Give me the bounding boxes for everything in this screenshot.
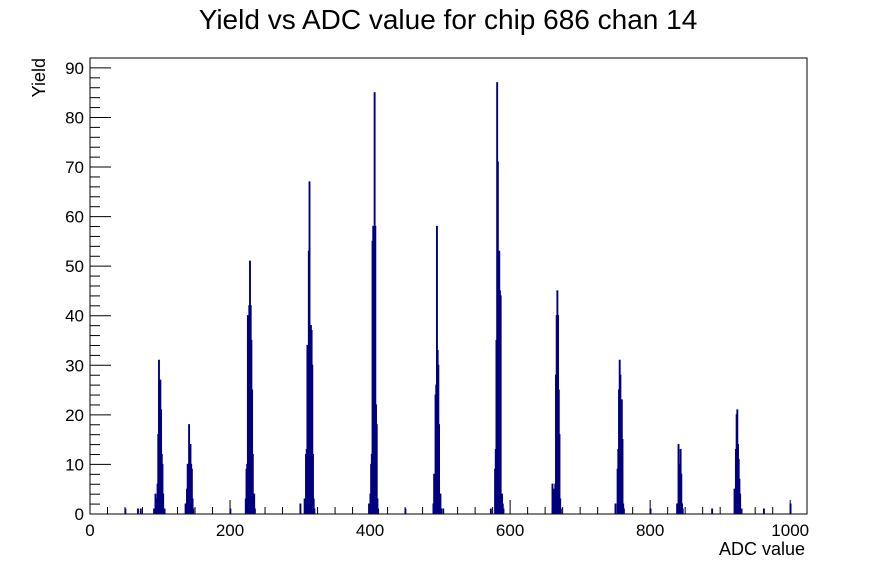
- histogram-bin: [229, 508, 232, 514]
- histogram: [124, 82, 792, 514]
- histogram-bin: [163, 508, 166, 514]
- histogram-bin: [303, 498, 306, 514]
- histogram-bin: [649, 508, 652, 514]
- histogram-bin: [762, 508, 765, 514]
- histogram-bin: [139, 508, 142, 514]
- y-tick-label: 10: [65, 455, 84, 474]
- histogram-bin: [190, 468, 193, 514]
- histogram-bin: [184, 503, 187, 514]
- histogram-bin: [375, 424, 378, 514]
- histogram-bin: [552, 488, 555, 514]
- x-tick-label: 400: [356, 521, 384, 540]
- y-tick-label: 50: [65, 257, 84, 276]
- histogram-bin: [551, 483, 554, 514]
- histogram-bin: [192, 508, 195, 514]
- histogram-bin: [438, 424, 440, 514]
- histogram-bin: [440, 508, 443, 514]
- histogram-bin: [499, 295, 502, 514]
- histogram-bin: [489, 508, 492, 514]
- y-tick-label: 40: [65, 307, 84, 326]
- histogram-bin: [137, 508, 139, 514]
- histogram-bin: [253, 508, 256, 514]
- histogram-bin: [404, 508, 407, 514]
- chart-title: Yield vs ADC value for chip 686 chan 14: [199, 4, 698, 35]
- y-tick-label: 20: [65, 406, 84, 425]
- histogram-bin: [374, 225, 377, 514]
- histogram-bin: [124, 508, 127, 514]
- histogram-bin: [312, 498, 315, 514]
- x-tick-label: 1000: [771, 521, 809, 540]
- histogram-bin: [789, 503, 792, 514]
- y-tick-label: 90: [65, 59, 84, 78]
- y-axis-label: Yield: [29, 58, 49, 97]
- x-axis-label: ADC value: [719, 539, 805, 559]
- histogram-bin: [154, 493, 157, 514]
- y-tick-label: 30: [65, 356, 84, 375]
- histogram-bin: [680, 473, 683, 514]
- axis-ticks: 0 200 400 600 800 1000 0 10 20 30 40 50 60 70 80 90: [65, 57, 809, 540]
- histogram-bin: [251, 453, 254, 514]
- histogram-bin: [439, 493, 442, 514]
- histogram-bin: [622, 508, 625, 514]
- histogram-bin: [299, 503, 302, 514]
- y-tick-label: 70: [65, 158, 84, 177]
- x-tick-label: 600: [496, 521, 524, 540]
- histogram-bin: [502, 508, 505, 514]
- histogram-bin: [559, 508, 562, 514]
- histogram-bin: [376, 498, 379, 514]
- histogram-bin: [153, 508, 156, 514]
- histogram-bin: [313, 508, 316, 514]
- histogram-bin: [676, 503, 679, 514]
- histogram-bin: [253, 493, 256, 514]
- x-tick-label: 0: [85, 521, 94, 540]
- y-tick-label: 60: [65, 208, 84, 227]
- x-tick-label: 200: [216, 521, 244, 540]
- histogram-bin: [621, 439, 624, 514]
- histogram-bin: [251, 389, 254, 514]
- y-tick-label: 80: [65, 108, 84, 127]
- histogram-bin: [733, 488, 736, 514]
- histogram-bin: [442, 508, 445, 514]
- histogram-bin: [681, 508, 684, 514]
- histogram-bin: [614, 503, 617, 514]
- histogram-bin: [311, 364, 314, 514]
- histogram-bin: [377, 508, 380, 514]
- histogram-bin: [739, 493, 742, 514]
- histogram-bin: [711, 508, 714, 514]
- histogram-bin: [161, 463, 164, 514]
- histogram-bin: [162, 493, 165, 514]
- histogram-bin: [740, 508, 743, 514]
- histogram-bin: [191, 498, 194, 514]
- x-tick-label: 800: [636, 521, 664, 540]
- histogram-bin: [368, 503, 370, 514]
- histogram-bin: [308, 181, 311, 514]
- histogram-bin: [558, 434, 561, 514]
- y-tick-label: 0: [75, 505, 84, 524]
- histogram-bin: [559, 498, 562, 514]
- histogram-bin: [312, 453, 314, 514]
